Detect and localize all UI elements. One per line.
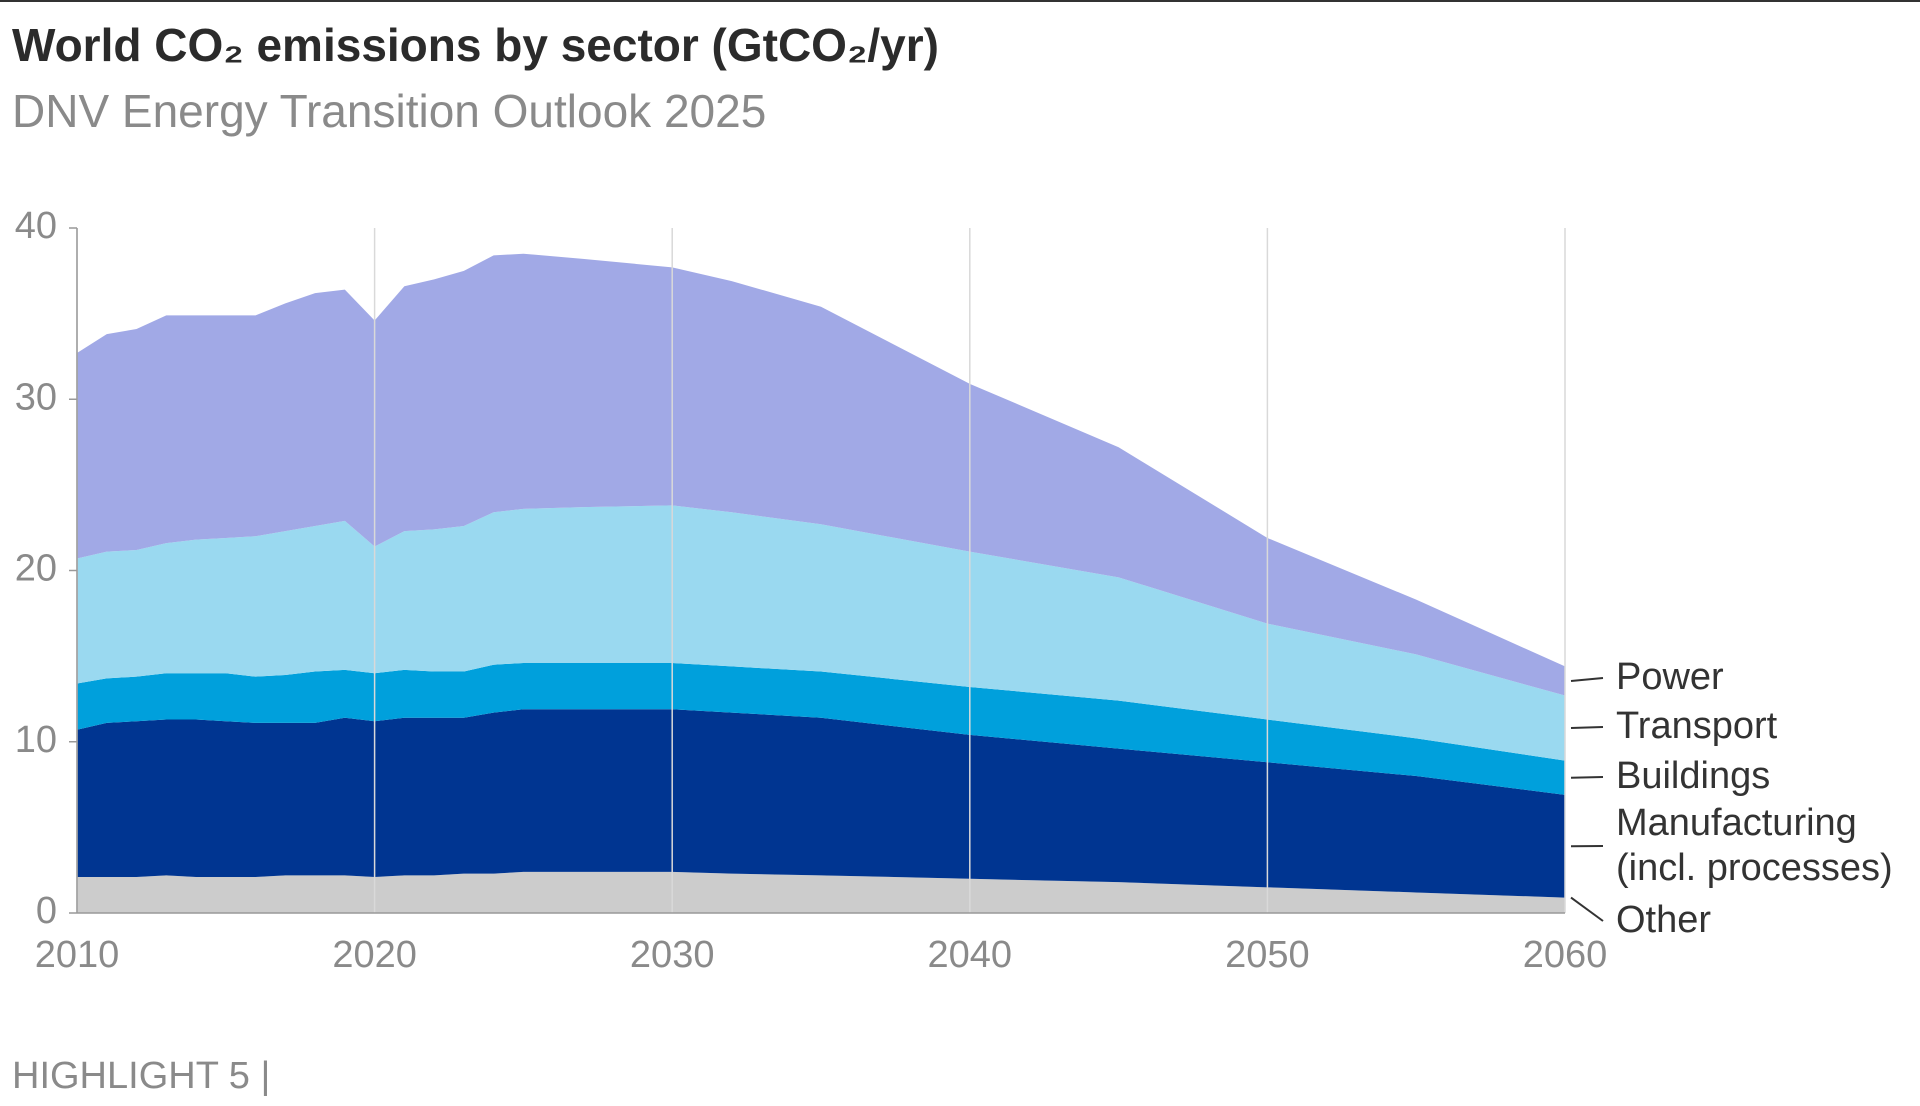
y-tick-label: 20 bbox=[15, 548, 57, 590]
area bbox=[77, 662, 1565, 795]
legend-label: Manufacturing (incl. processes) bbox=[1616, 802, 1893, 889]
label-leader bbox=[1570, 726, 1604, 730]
area bbox=[77, 871, 1565, 913]
y-tick-label: 10 bbox=[15, 719, 57, 761]
legend-label: Other bbox=[1616, 899, 1712, 941]
top-rule bbox=[0, 0, 1920, 2]
label-leader bbox=[1570, 776, 1604, 779]
legend-label: Buildings bbox=[1616, 755, 1771, 797]
x-tick-label: 2030 bbox=[630, 934, 715, 976]
area bbox=[77, 709, 1565, 898]
y-tick-label: 40 bbox=[15, 205, 57, 247]
x-tick-label: 2060 bbox=[1523, 934, 1608, 976]
y-tick-label: 0 bbox=[36, 890, 57, 932]
area bbox=[77, 253, 1565, 696]
x-tick-label: 2020 bbox=[332, 934, 417, 976]
x-tick-label: 2010 bbox=[35, 934, 120, 976]
chart-title: World CO₂ emissions by sector (GtCO₂/yr) bbox=[12, 19, 939, 71]
legend-label: Transport bbox=[1616, 705, 1778, 747]
label-leader bbox=[1570, 896, 1604, 922]
x-tick-label: 2050 bbox=[1225, 934, 1310, 976]
footer: HIGHLIGHT 5 | bbox=[12, 1055, 271, 1097]
y-tick-label: 30 bbox=[15, 376, 57, 418]
area bbox=[77, 505, 1565, 761]
legend-label: Power bbox=[1616, 656, 1724, 698]
chart-subtitle: DNV Energy Transition Outlook 2025 bbox=[12, 85, 767, 137]
label-leader bbox=[1570, 677, 1604, 682]
x-tick-label: 2040 bbox=[928, 934, 1013, 976]
